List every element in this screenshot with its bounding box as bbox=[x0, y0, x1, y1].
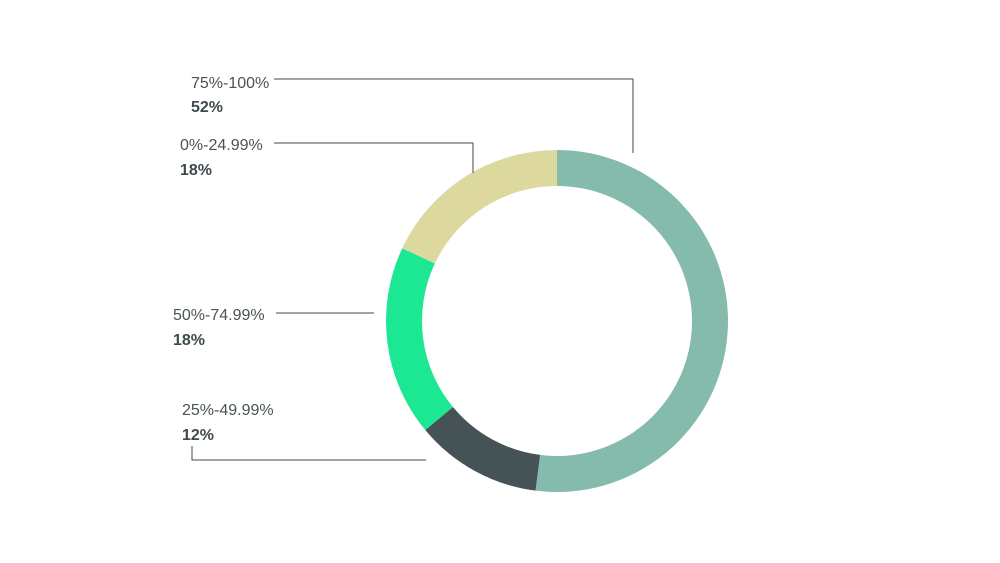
slice-value-75-100: 52% bbox=[191, 99, 223, 116]
donut-slices bbox=[386, 150, 728, 492]
slice-value-25-49: 12% bbox=[182, 427, 214, 444]
slice-value-50-74: 18% bbox=[173, 332, 205, 349]
donut-slice-0-24-99 bbox=[402, 150, 557, 264]
leader-line-25-49 bbox=[191, 446, 426, 461]
leader-line-0-24 bbox=[274, 142, 474, 173]
slice-label-25-49: 25%-49.99% bbox=[182, 402, 274, 419]
donut-slice-75-100 bbox=[535, 150, 728, 492]
donut-slice-25-49-99 bbox=[425, 407, 541, 491]
slice-label-0-24: 0%-24.99% bbox=[180, 137, 263, 154]
slice-label-75-100: 75%-100% bbox=[191, 75, 269, 92]
slice-label-50-74: 50%-74.99% bbox=[173, 307, 265, 324]
slice-value-0-24: 18% bbox=[180, 162, 212, 179]
leader-line-75-100 bbox=[274, 78, 634, 153]
donut-slice-50-74-99 bbox=[386, 248, 453, 430]
